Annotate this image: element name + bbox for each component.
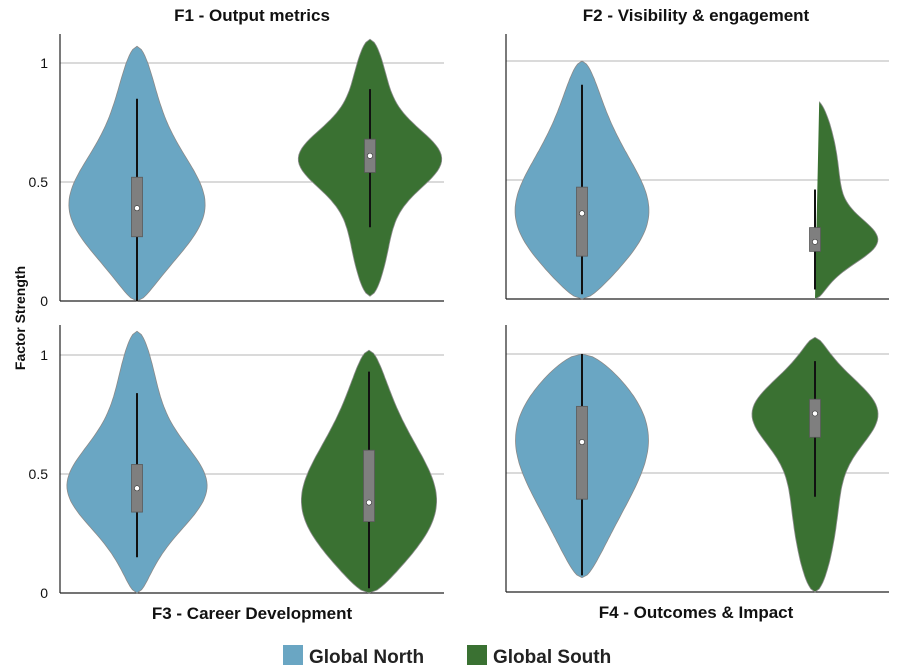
panel-title: F3 - Career Development — [152, 604, 353, 623]
panel-2: F2 - Visibility & engagement — [505, 6, 889, 300]
legend-label-global-south: Global South — [493, 647, 611, 668]
y-tick-label: 1 — [40, 55, 48, 71]
y-tick-label: 0 — [40, 585, 48, 601]
legend-label-global-north: Global North — [309, 647, 424, 668]
violin-global-north — [515, 353, 649, 579]
y-axis-label: Factor Strength — [12, 266, 28, 370]
median-point — [367, 152, 373, 159]
iqr-box — [809, 398, 821, 438]
iqr-box — [576, 405, 588, 500]
median-point — [366, 499, 372, 506]
iqr-box — [363, 449, 375, 523]
median-point — [579, 439, 585, 445]
violin-global-south — [751, 336, 879, 593]
violin-global-north — [68, 45, 206, 302]
iqr-box — [576, 186, 588, 257]
violin-global-south — [297, 38, 443, 297]
legend-swatch-global-south — [467, 645, 487, 665]
panel-4: F4 - Outcomes & Impact — [505, 325, 889, 622]
panels: 0 0.5 1 F1 - Output metrics F2 - Visibility … — [29, 6, 889, 623]
median-point — [812, 410, 818, 417]
y-tick-label: 0.5 — [29, 174, 49, 190]
violin-global-north — [66, 330, 208, 594]
median-point — [134, 205, 140, 212]
violin-global-north — [514, 60, 650, 300]
panel-1: 0 0.5 1 F1 - Output metrics — [29, 6, 444, 309]
median-point — [812, 238, 818, 245]
median-point — [579, 210, 585, 217]
violin-global-south — [809, 101, 879, 300]
panel-title: F2 - Visibility & engagement — [583, 6, 810, 25]
y-tick-label: 1 — [40, 347, 48, 363]
y-tick-label: 0.5 — [29, 466, 49, 482]
legend: Global North Global South — [283, 645, 611, 668]
panel-title: F4 - Outcomes & Impact — [599, 603, 794, 622]
legend-swatch-global-north — [283, 645, 303, 665]
y-tick-label: 0 — [40, 293, 48, 309]
panel-title: F1 - Output metrics — [174, 6, 330, 25]
violin-global-south — [301, 349, 437, 594]
median-point — [134, 485, 140, 492]
panel-3: 0 0.5 1 F3 - Career Development — [29, 325, 444, 623]
violin-body — [814, 101, 879, 300]
